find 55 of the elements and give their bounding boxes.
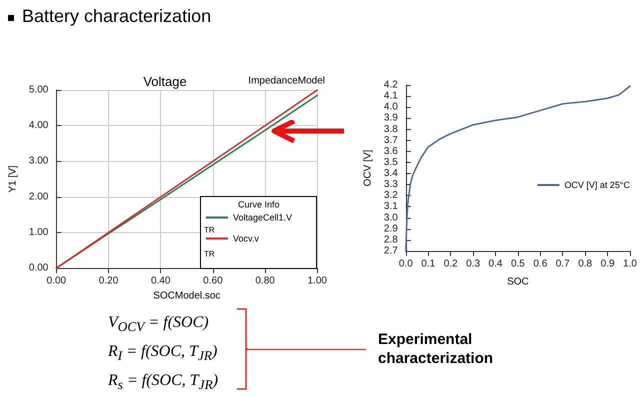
text: Battery characterization [22,6,212,27]
x-tick-label: 0.0 [398,258,414,270]
y-tick-label: 3.8 [384,124,398,135]
y-tick-label: 3.00 [28,156,49,167]
x-tick-label: 0.00 [46,276,67,287]
y-tick-label: 3.7 [384,134,398,146]
x-tick-label: 0.20 [98,276,119,287]
x-tick-label: 1.0 [623,258,638,270]
text: R$_{s}$ = f(SOC, T$_{JR}$) [108,371,218,395]
y-tick-label: 4.1 [384,90,398,102]
y-axis-title: OCV [V] [362,149,374,186]
y-tick-label: 2.7 [384,246,398,256]
annotation: TR [204,250,215,258]
x-tick-label: 0.4 [488,258,503,270]
y-tick-label: 2.9 [384,223,398,234]
x-tick-label: 0.80 [255,276,276,287]
chart-subtitle: ImpedanceModel [248,76,326,86]
y-tick-label: 3.6 [384,146,398,157]
x-tick-label: 0.7 [556,258,570,270]
x-tick-label: 0.9 [600,258,615,270]
y-tick-label: 4.00 [28,120,49,132]
annotation: TR [204,226,215,234]
text: R$_{I}$ = f(SOC, T$_{JR}$) [108,342,218,366]
x-axis-title: SOCModel.soc [153,290,220,302]
x-tick-label: 0.2 [444,258,458,270]
x-tick-label: 0.5 [510,258,526,270]
y-tick-label: 3.9 [384,112,398,124]
y-tick-label: 2.00 [28,191,49,202]
x-tick-label: 0.60 [203,276,224,287]
x-tick-label: 0.1 [421,258,436,270]
y-tick-label: 4.0 [384,102,398,113]
y-axis-title: Y1 [V] [8,165,18,193]
legend-label: OCV [V] at 25°C [564,180,630,190]
y-tick-label: 3.0 [384,212,398,224]
y-tick-label: 3.4 [384,168,398,180]
x-tick-label: 0.6 [533,258,548,270]
y-tick-label: 2.8 [384,234,398,246]
legend-title: Curve Info [238,200,280,210]
x-tick-label: 0.40 [150,276,171,287]
y-tick-label: 3.3 [384,179,398,190]
y-tick-label: 3.5 [384,156,398,168]
legend-label: Vocv.v [233,234,260,244]
x-tick-label: 0.3 [466,258,480,270]
legend-label: VoltageCell1.V [233,212,292,222]
y-tick-label: 3.2 [384,190,398,202]
text: V$_{OCV}$ = f(SOC) [108,313,210,336]
x-axis-title: SOC [507,276,529,288]
y-tick-label: 1.00 [28,226,49,238]
y-tick-label: 4.2 [384,80,398,90]
x-tick-label: 1.00 [308,276,328,287]
chart-title: Voltage [143,74,187,89]
text: Experimental characterization [378,330,494,368]
y-tick-label: 5.00 [28,84,49,96]
x-tick-label: 0.8 [578,258,593,270]
y-tick-label: 3.1 [384,201,398,212]
